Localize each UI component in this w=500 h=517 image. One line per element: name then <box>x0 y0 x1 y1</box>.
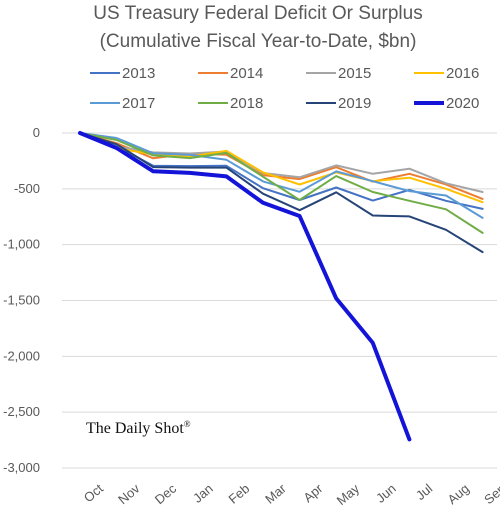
watermark: The Daily Shot® <box>86 419 191 437</box>
x-tick-label: Mar <box>262 480 289 506</box>
legend: 2013 2014 2015 2016 2017 2018 2019 2020 <box>90 65 479 112</box>
x-tick-label: Jun <box>373 481 399 506</box>
legend-label-2017: 2017 <box>122 95 155 112</box>
legend-label-2014: 2014 <box>230 65 263 82</box>
legend-label-2019: 2019 <box>338 95 371 112</box>
x-tick-label: Oct <box>81 481 106 506</box>
y-tick-label: -2,000 <box>3 348 40 363</box>
x-tick-label: May <box>334 480 363 508</box>
series-line-2013 <box>79 132 484 210</box>
y-tick-label: -1,500 <box>3 293 40 308</box>
series-line-2018 <box>79 132 484 234</box>
y-axis: 0 -500 -1,000 -1,500 -2,000 -2,500 -3,000 <box>3 125 40 475</box>
series-line-2017 <box>79 132 484 219</box>
gridlines <box>62 132 497 469</box>
x-tick-label: Dec <box>152 480 180 507</box>
x-axis: Oct Nov Dec Jan Feb Mar Apr May Jun Jul Aug Sep <box>81 480 500 508</box>
watermark-mark: ® <box>184 419 191 429</box>
title-line-1: US Treasury Federal Deficit Or Surplus <box>93 3 422 24</box>
y-tick-label: -500 <box>14 181 40 196</box>
series-line-2014 <box>79 132 484 200</box>
y-tick-label: -1,000 <box>3 237 40 252</box>
y-tick-label: -2,500 <box>3 404 40 419</box>
x-tick-label: Jan <box>190 481 216 506</box>
legend-label-2016: 2016 <box>446 65 479 82</box>
y-tick-label: -3,000 <box>3 460 40 475</box>
x-tick-label: Sep <box>481 481 500 507</box>
x-tick-label: Feb <box>226 481 253 507</box>
x-tick-label: Apr <box>300 480 326 505</box>
series-line-2020 <box>78 131 412 442</box>
title-line-2: (Cumulative Fiscal Year-to-Date, $bn) <box>100 31 417 52</box>
series-line-2019 <box>79 132 484 254</box>
legend-label-2020: 2020 <box>446 95 479 112</box>
series-lines <box>78 131 484 442</box>
x-tick-label: Aug <box>445 481 472 507</box>
y-tick-label: 0 <box>33 125 40 140</box>
watermark-text: The Daily Shot <box>86 420 184 437</box>
legend-label-2013: 2013 <box>122 65 155 82</box>
chart-title: US Treasury Federal Deficit Or Surplus (… <box>93 3 422 52</box>
x-tick-label: Jul <box>413 481 435 503</box>
legend-label-2015: 2015 <box>338 65 371 82</box>
legend-label-2018: 2018 <box>230 95 263 112</box>
x-tick-label: Nov <box>115 480 143 507</box>
